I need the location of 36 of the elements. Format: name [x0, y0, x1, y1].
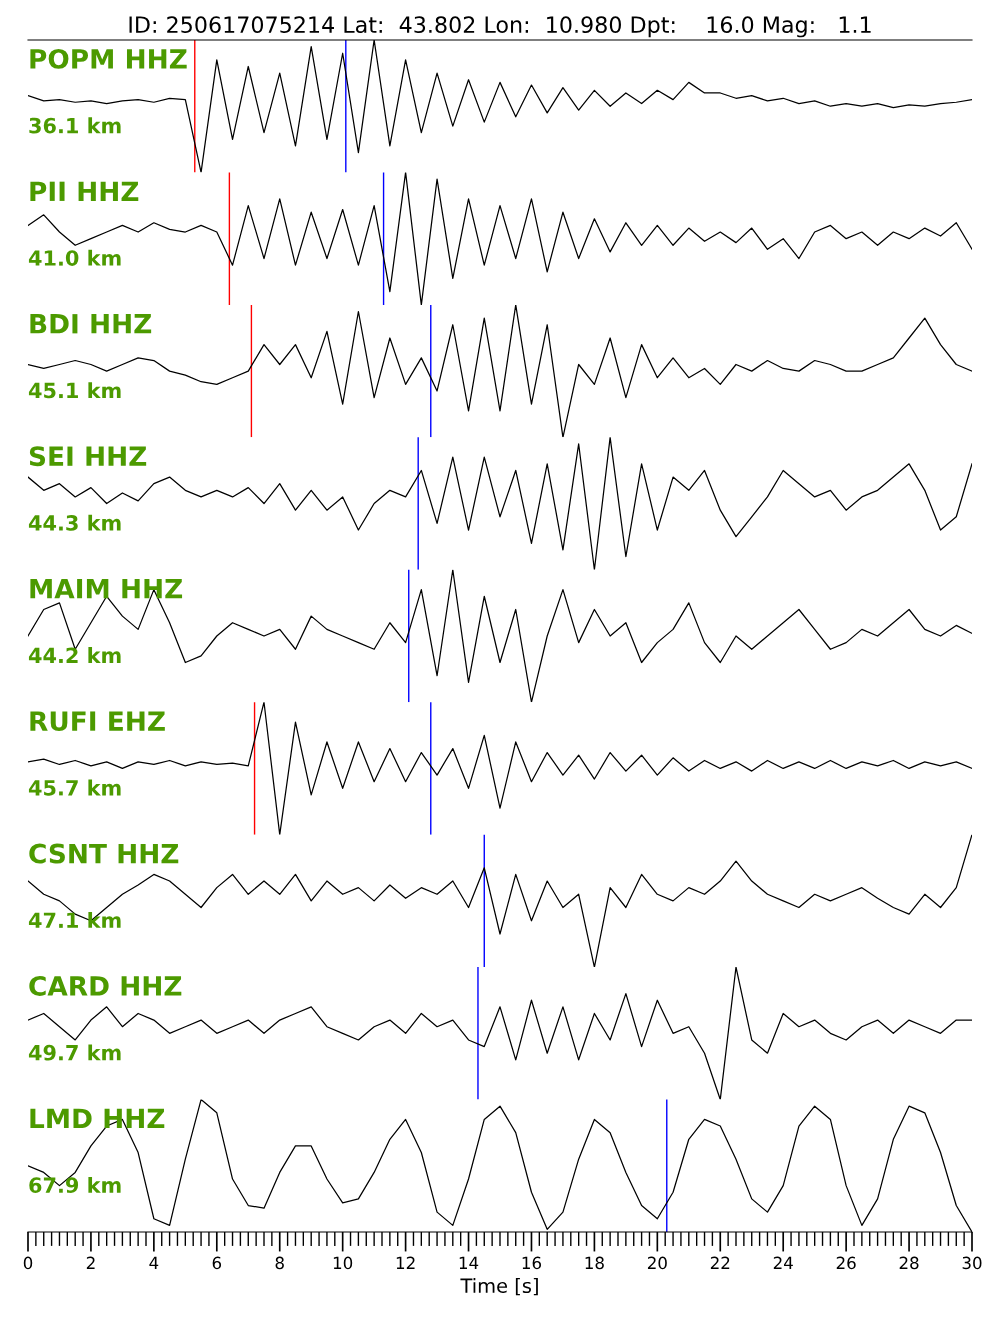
x-tick-label: 18 [585, 1256, 604, 1270]
chart-title: RUFI EHZ [30, 711, 165, 732]
x-tick-label: 30 [962, 1256, 982, 1270]
x-tick-label: 20 [647, 1256, 667, 1270]
chart-title: BDI HHZ [30, 314, 152, 334]
x-tick-label: 12 [396, 1256, 415, 1269]
x-tick-label: 26 [836, 1256, 856, 1270]
chart-title: CARD HHZ [29, 976, 182, 996]
x-tick-label: 8 [275, 1256, 284, 1270]
text: 44.3 km [28, 514, 121, 531]
text: 47.1 km [28, 912, 121, 928]
chart-title: MAIM HHZ [30, 579, 183, 599]
chart-title: SEI HHZ [29, 446, 147, 467]
x-tick-label: 2 [86, 1256, 95, 1269]
chart-title: LMD HHZ [30, 1108, 165, 1129]
x-tick-label: 10 [333, 1256, 353, 1270]
x-tick-label: 28 [899, 1256, 919, 1270]
text: 67.9 km [29, 1176, 121, 1194]
text: 49.7 km [28, 1044, 121, 1061]
x-tick-label: 16 [522, 1256, 542, 1270]
text: 45.1 km [28, 382, 121, 399]
chart-title: POPM HHZ [30, 48, 187, 69]
text: ID: 250617075214 Lat: 43.802 Lon: 10.980 Dpt: 16.0 Mag: 1.1 [129, 16, 871, 38]
x-axis-title: Time [s] [460, 1277, 538, 1296]
text: 45.7 km [28, 779, 121, 796]
text: 44.2 km [28, 647, 121, 663]
x-tick-label: 0 [23, 1256, 33, 1270]
chart-title: CSNT HHZ [29, 843, 179, 864]
text: 41.0 km [28, 249, 121, 266]
chart-title: PII HHZ [30, 181, 139, 201]
x-tick-label: 6 [212, 1256, 222, 1270]
x-tick-label: 24 [773, 1256, 793, 1269]
text: 36.1 km [29, 117, 121, 134]
x-tick-label: 22 [710, 1256, 730, 1269]
x-tick-label: 14 [459, 1256, 479, 1269]
x-tick-label: 4 [149, 1256, 159, 1269]
